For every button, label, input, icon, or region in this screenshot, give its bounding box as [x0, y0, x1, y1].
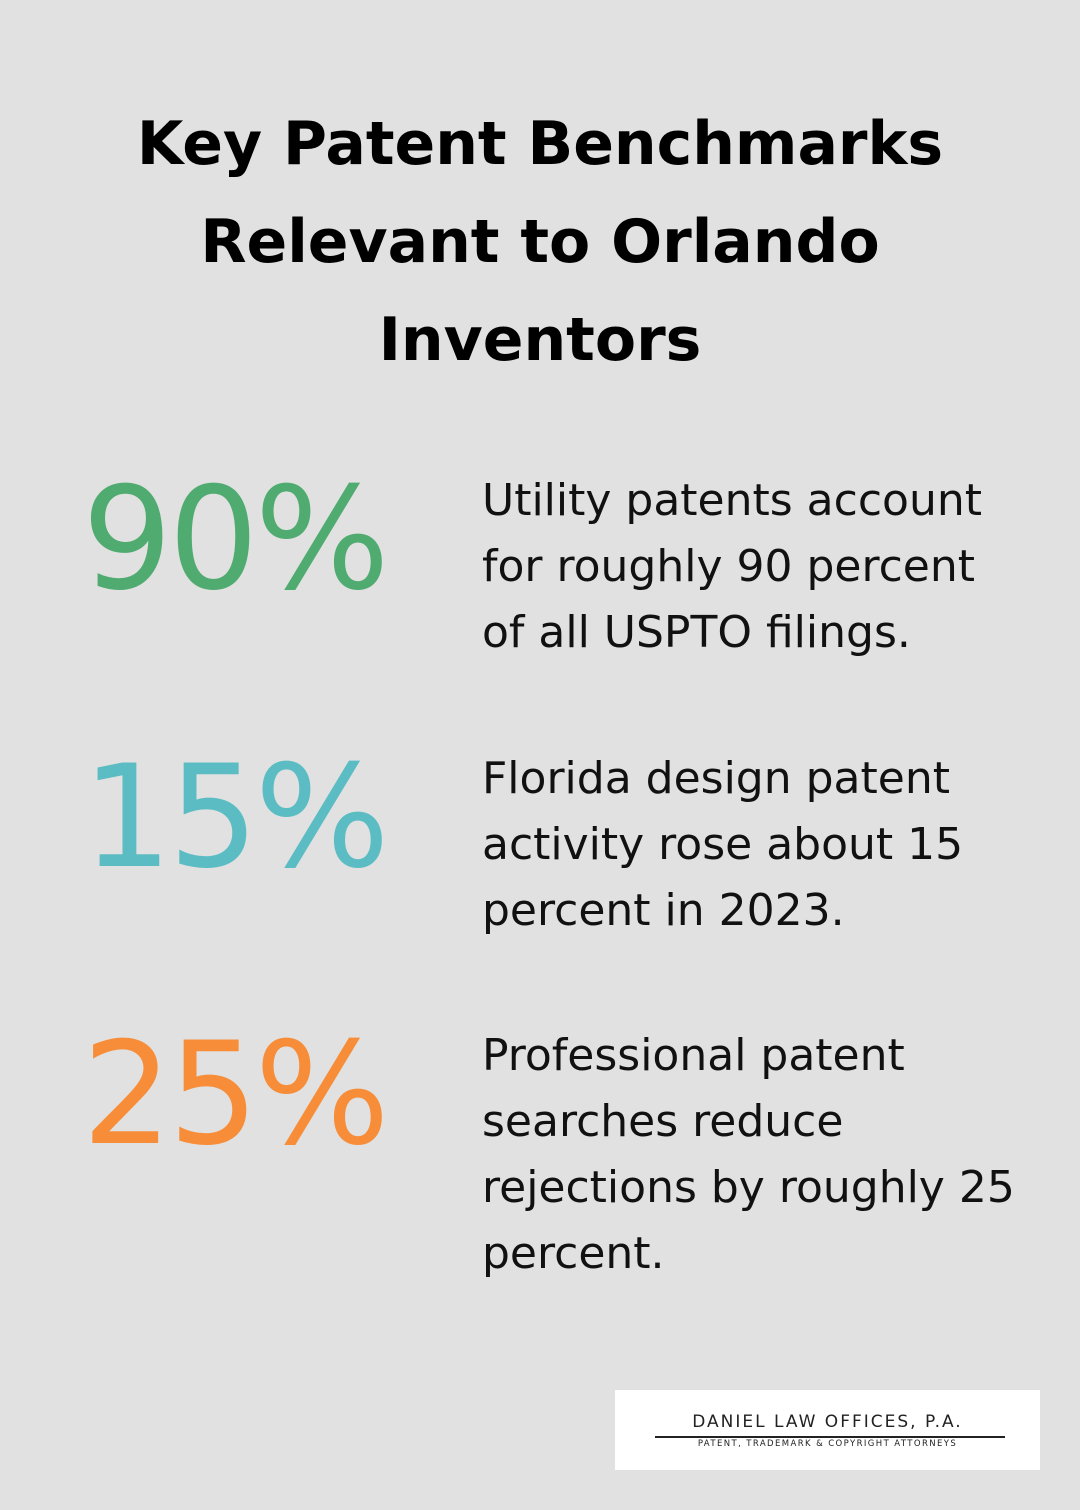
- logo: DANIEL LAW OFFICES, P.A. PATENT, TRADEMA…: [615, 1390, 1040, 1470]
- stat-text: Utility patents account for roughly 90 p…: [482, 468, 1022, 666]
- stat-value: 15%: [82, 738, 386, 898]
- logo-tagline: PATENT, TRADEMARK & COPYRIGHT ATTORNEYS: [615, 1439, 1040, 1449]
- stat-value: 25%: [82, 1015, 386, 1175]
- stat-text: Florida design patent activity rose abou…: [482, 746, 1022, 944]
- title: Key Patent Benchmarks Relevant to Orland…: [90, 95, 990, 389]
- stat-value: 90%: [82, 460, 386, 620]
- logo-rule: [655, 1436, 1005, 1438]
- logo-name: DANIEL LAW OFFICES, P.A.: [615, 1412, 1040, 1432]
- stat-text: Professional patent searches reduce reje…: [482, 1023, 1022, 1287]
